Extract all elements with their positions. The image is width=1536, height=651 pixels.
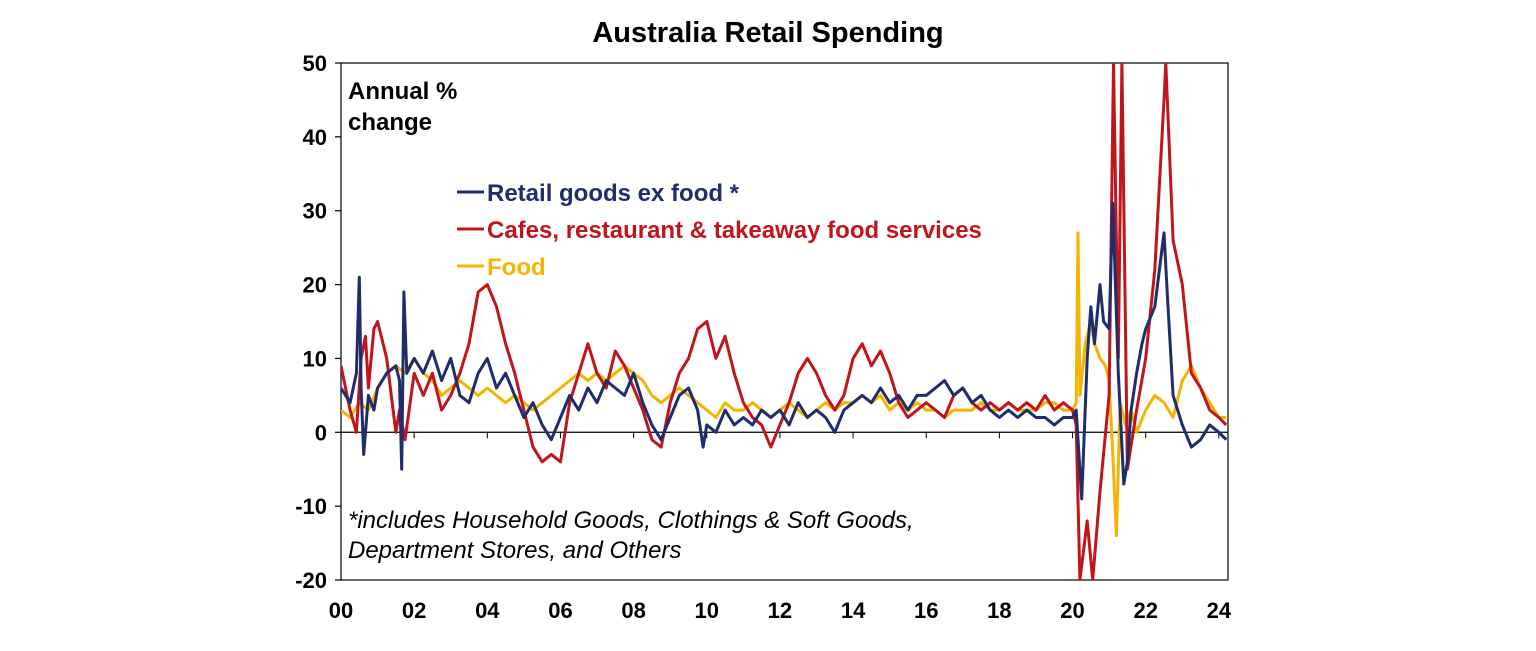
y-axis-label: change xyxy=(348,109,432,136)
x-tick-label: 24 xyxy=(1207,598,1232,623)
footnote-text: *includes Household Goods, Clothings & S… xyxy=(348,507,914,534)
x-tick-label: 04 xyxy=(475,598,500,623)
y-tick-label: 20 xyxy=(303,273,327,298)
y-tick-label: 50 xyxy=(303,51,327,76)
x-tick-label: 06 xyxy=(548,598,572,623)
x-tick-label: 10 xyxy=(695,598,719,623)
y-tick-label: 0 xyxy=(315,420,327,445)
x-tick-label: 16 xyxy=(914,598,938,623)
x-tick-label: 18 xyxy=(987,598,1011,623)
y-tick-label: 30 xyxy=(303,199,327,224)
y-tick-label: -20 xyxy=(295,568,327,593)
legend-label: Food xyxy=(487,254,546,281)
plot-area: -20 -10 0 10 20 30 40 50 00 02 04 06 08 10 12 14 16 18 20 2… xyxy=(295,51,1232,623)
legend-label: Cafes, restaurant & takeaway food servic… xyxy=(487,217,982,244)
legend-label: Retail goods ex food * xyxy=(487,180,740,207)
y-tick-label: 40 xyxy=(303,125,327,150)
series-line-food xyxy=(341,231,1227,538)
y-axis-label: Annual % xyxy=(348,78,457,105)
chart-title: Australia Retail Spending xyxy=(592,17,943,49)
plot-frame xyxy=(340,62,1229,581)
footnote-text: Department Stores, and Others xyxy=(348,537,682,564)
x-tick-label: 20 xyxy=(1060,598,1084,623)
x-tick-label: 22 xyxy=(1133,598,1157,623)
chart-background xyxy=(270,0,1268,651)
x-tick-label: 12 xyxy=(768,598,792,623)
y-tick-label: 10 xyxy=(303,346,327,371)
series-line-retail-goods-ex-food xyxy=(341,201,1228,501)
x-tick-label: 08 xyxy=(621,598,645,623)
y-tick-label: -10 xyxy=(295,494,327,519)
x-tick-label: 00 xyxy=(329,598,353,623)
x-tick-label: 14 xyxy=(841,598,866,623)
series-line-cafes-restaurants xyxy=(341,63,1228,580)
x-tick-label: 02 xyxy=(402,598,426,623)
